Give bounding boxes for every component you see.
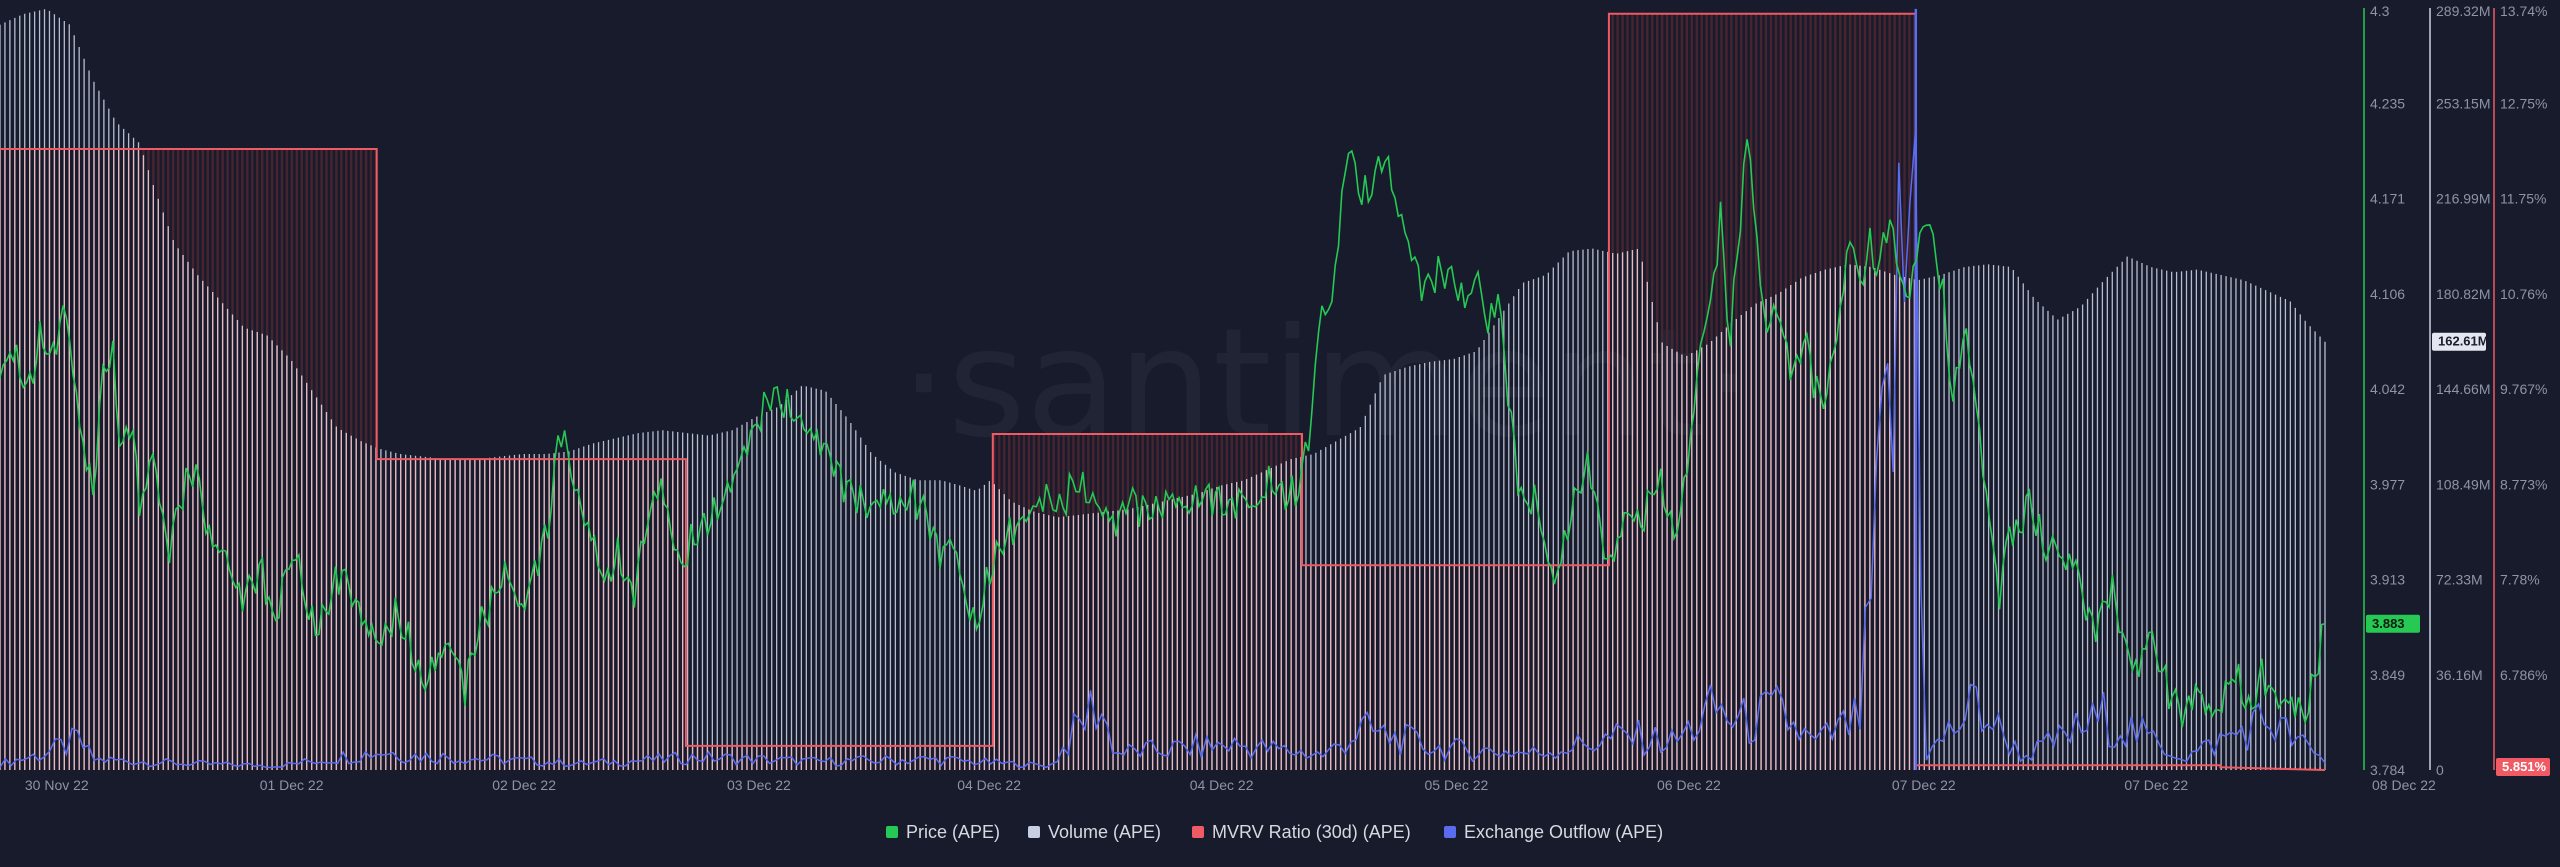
x-tick-label: 04 Dec 22 bbox=[957, 777, 1021, 793]
volume-series bbox=[0, 9, 2326, 770]
volume-current-value: 162.61M bbox=[2438, 334, 2489, 349]
price-tick: 4.171 bbox=[2370, 191, 2405, 207]
legend-label: Exchange Outflow (APE) bbox=[1464, 822, 1663, 842]
x-tick-label: 07 Dec 22 bbox=[2124, 777, 2188, 793]
x-tick-label: 06 Dec 22 bbox=[1657, 777, 1721, 793]
mvrv-current-badge bbox=[2496, 758, 2550, 776]
volume-tick: 253.15M bbox=[2436, 95, 2490, 111]
price-tick: 4.042 bbox=[2370, 381, 2405, 397]
mvrv-current-value: 5.851% bbox=[2502, 759, 2547, 774]
x-tick-label: 04 Dec 22 bbox=[1190, 777, 1254, 793]
price-series bbox=[0, 139, 2326, 728]
volume-tick: 72.33M bbox=[2436, 572, 2483, 588]
price-tick: 4.106 bbox=[2370, 286, 2405, 302]
x-tick-label: 05 Dec 22 bbox=[1425, 777, 1489, 793]
legend-label: Price (APE) bbox=[906, 822, 1000, 842]
volume-current-badge bbox=[2432, 332, 2486, 351]
volume-tick: 36.16M bbox=[2436, 667, 2483, 683]
plot-area bbox=[0, 8, 2326, 771]
volume-tick: 216.99M bbox=[2436, 191, 2490, 207]
price-tick: 4.3 bbox=[2370, 3, 2390, 19]
legend-label: MVRV Ratio (30d) (APE) bbox=[1212, 822, 1411, 842]
axes: 4.3 4.235 4.171 4.106 4.042 3.977 3.913 3.849 3.… bbox=[25, 3, 2550, 793]
x-tick-label: 03 Dec 22 bbox=[727, 777, 791, 793]
mvrv-tick: 13.74% bbox=[2500, 3, 2547, 19]
mvrv-tick: 8.773% bbox=[2500, 476, 2547, 492]
legend-label: Volume (APE) bbox=[1048, 822, 1161, 842]
volume-tick: 144.66M bbox=[2436, 381, 2490, 397]
legend-swatch bbox=[1444, 826, 1456, 838]
legend-swatch bbox=[886, 826, 898, 838]
mvrv-tick: 10.76% bbox=[2500, 286, 2547, 302]
volume-tick: 289.32M bbox=[2436, 3, 2490, 19]
mvrv-tick: 9.767% bbox=[2500, 381, 2547, 397]
outflow-series bbox=[0, 131, 2326, 769]
price-current-value: 3.883 bbox=[2372, 616, 2405, 631]
x-tick-label: 02 Dec 22 bbox=[492, 777, 556, 793]
price-tick: 4.235 bbox=[2370, 95, 2405, 111]
volume-tick: 108.49M bbox=[2436, 476, 2490, 492]
legend-swatch bbox=[1028, 826, 1040, 838]
price-tick: 3.784 bbox=[2370, 762, 2405, 778]
volume-tick: 0 bbox=[2436, 762, 2444, 778]
x-tick-label: 07 Dec 22 bbox=[1892, 777, 1956, 793]
price-tick: 3.913 bbox=[2370, 572, 2405, 588]
mvrv-tick: 11.75% bbox=[2500, 191, 2546, 207]
mvrv-tick: 6.786% bbox=[2500, 667, 2547, 683]
mvrv-series bbox=[0, 12, 2326, 771]
legend: Price (APE) Volume (APE) MVRV Ratio (30d) … bbox=[886, 822, 1663, 842]
price-tick: 3.849 bbox=[2370, 667, 2405, 683]
volume-tick: 180.82M bbox=[2436, 286, 2490, 302]
x-tick-label: 30 Nov 22 bbox=[25, 777, 89, 793]
price-tick: 3.977 bbox=[2370, 476, 2405, 492]
price-current-badge bbox=[2366, 614, 2420, 633]
mvrv-tick: 7.78% bbox=[2500, 572, 2540, 588]
watermark-text: ·santiment· bbox=[900, 297, 1753, 471]
x-tick-label: 08 Dec 22 bbox=[2372, 777, 2436, 793]
mvrv-tick: 12.75% bbox=[2500, 95, 2547, 111]
x-tick-label: 01 Dec 22 bbox=[260, 777, 324, 793]
legend-swatch bbox=[1192, 826, 1204, 838]
